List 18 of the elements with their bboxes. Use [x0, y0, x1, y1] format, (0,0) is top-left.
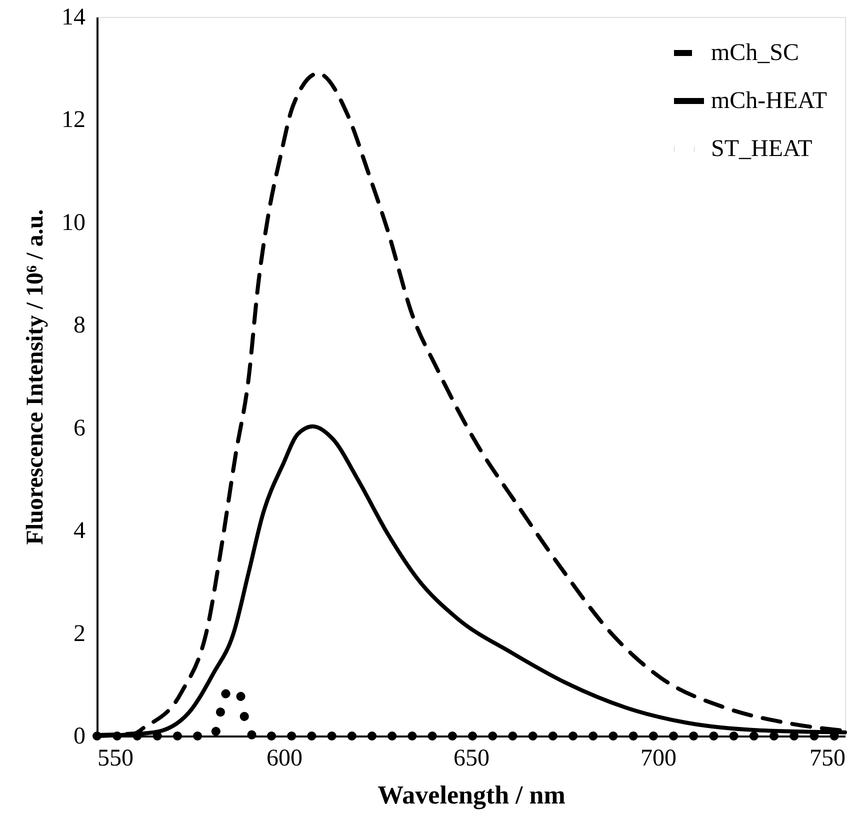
x-tick-label: 650: [454, 746, 490, 772]
y-tick-label: 2: [74, 620, 86, 647]
y-tick-label: 4: [74, 518, 86, 544]
y-tick-label: 6: [74, 415, 86, 442]
y-tick-label: 8: [74, 312, 86, 339]
y-axis-title: Fluorescence Intensity / 10⁶ / a.u.: [22, 209, 48, 545]
y-tick-label: 14: [62, 4, 86, 30]
legend-label: mCh_SC: [711, 40, 800, 66]
x-tick-label: 600: [266, 746, 302, 772]
x-tick-label: 550: [98, 746, 134, 772]
x-axis-title: Wavelength / nm: [378, 780, 566, 810]
y-tick-label: 12: [62, 107, 86, 134]
y-tick-label: 10: [62, 210, 86, 236]
legend-label: mCh-HEAT: [711, 88, 828, 114]
legend-label: ST_HEAT: [711, 136, 813, 162]
x-tick-label: 700: [640, 746, 676, 772]
x-tick-label: 750: [810, 746, 846, 772]
y-tick-label: 0: [74, 724, 86, 750]
